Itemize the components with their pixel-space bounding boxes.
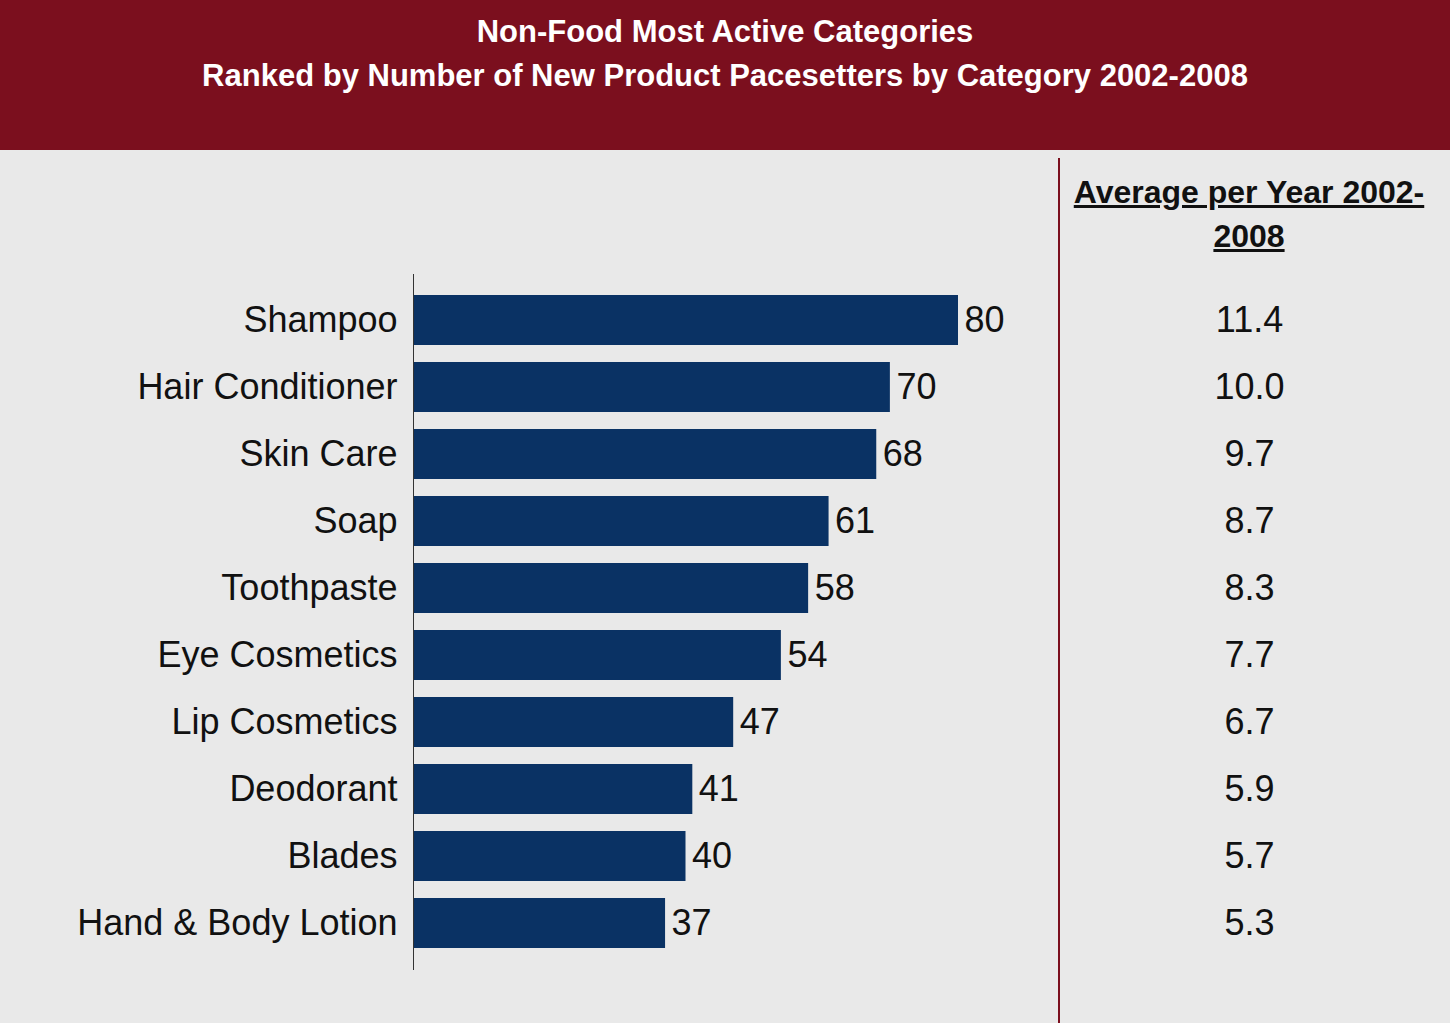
svg-text:70: 70 (896, 366, 936, 407)
svg-text:8.7: 8.7 (1224, 500, 1274, 541)
html-text:Average per Year 2002-2008: Average per Year 2002-2008 (1073, 174, 1425, 254)
svg-text:Soap: Soap (313, 500, 397, 541)
svg-text:40: 40 (692, 835, 732, 876)
svg-text:41: 41 (699, 768, 739, 809)
svg-text:Deodorant: Deodorant (229, 768, 397, 809)
svg-text:11.4: 11.4 (1216, 299, 1283, 340)
svg-text:5.9: 5.9 (1224, 768, 1274, 809)
svg-text:61: 61 (835, 500, 875, 541)
svg-text:47: 47 (740, 701, 780, 742)
svg-text:Shampoo: Shampoo (243, 299, 397, 340)
svg-text:5.3: 5.3 (1224, 902, 1274, 943)
svg-text:Skin Care: Skin Care (239, 433, 397, 474)
svg-text:9.7: 9.7 (1224, 433, 1274, 474)
html-text:Non-Food Most Active Categorie: Non-Food Most Active Categories (476, 14, 974, 49)
svg-text:10.0: 10.0 (1214, 366, 1284, 407)
svg-text:Toothpaste: Toothpaste (221, 567, 397, 608)
svg-text:80: 80 (965, 299, 1005, 340)
svg-text:Hand & Body Lotion: Hand & Body Lotion (77, 902, 397, 943)
svg-text:5.7: 5.7 (1224, 835, 1274, 876)
svg-text:8.3: 8.3 (1224, 567, 1274, 608)
svg-text:54: 54 (787, 634, 827, 675)
svg-text:68: 68 (883, 433, 923, 474)
svg-text:6.7: 6.7 (1224, 701, 1274, 742)
svg-text:Blades: Blades (287, 835, 397, 876)
svg-text:Eye Cosmetics: Eye Cosmetics (157, 634, 397, 675)
html-text:Ranked by Number of New Produc: Ranked by Number of New Product Pacesett… (202, 58, 1248, 93)
svg-text:58: 58 (815, 567, 855, 608)
svg-text:Hair Conditioner: Hair Conditioner (137, 366, 397, 407)
svg-text:37: 37 (672, 902, 712, 943)
svg-text:Lip Cosmetics: Lip Cosmetics (171, 701, 397, 742)
svg-text:7.7: 7.7 (1224, 634, 1274, 675)
